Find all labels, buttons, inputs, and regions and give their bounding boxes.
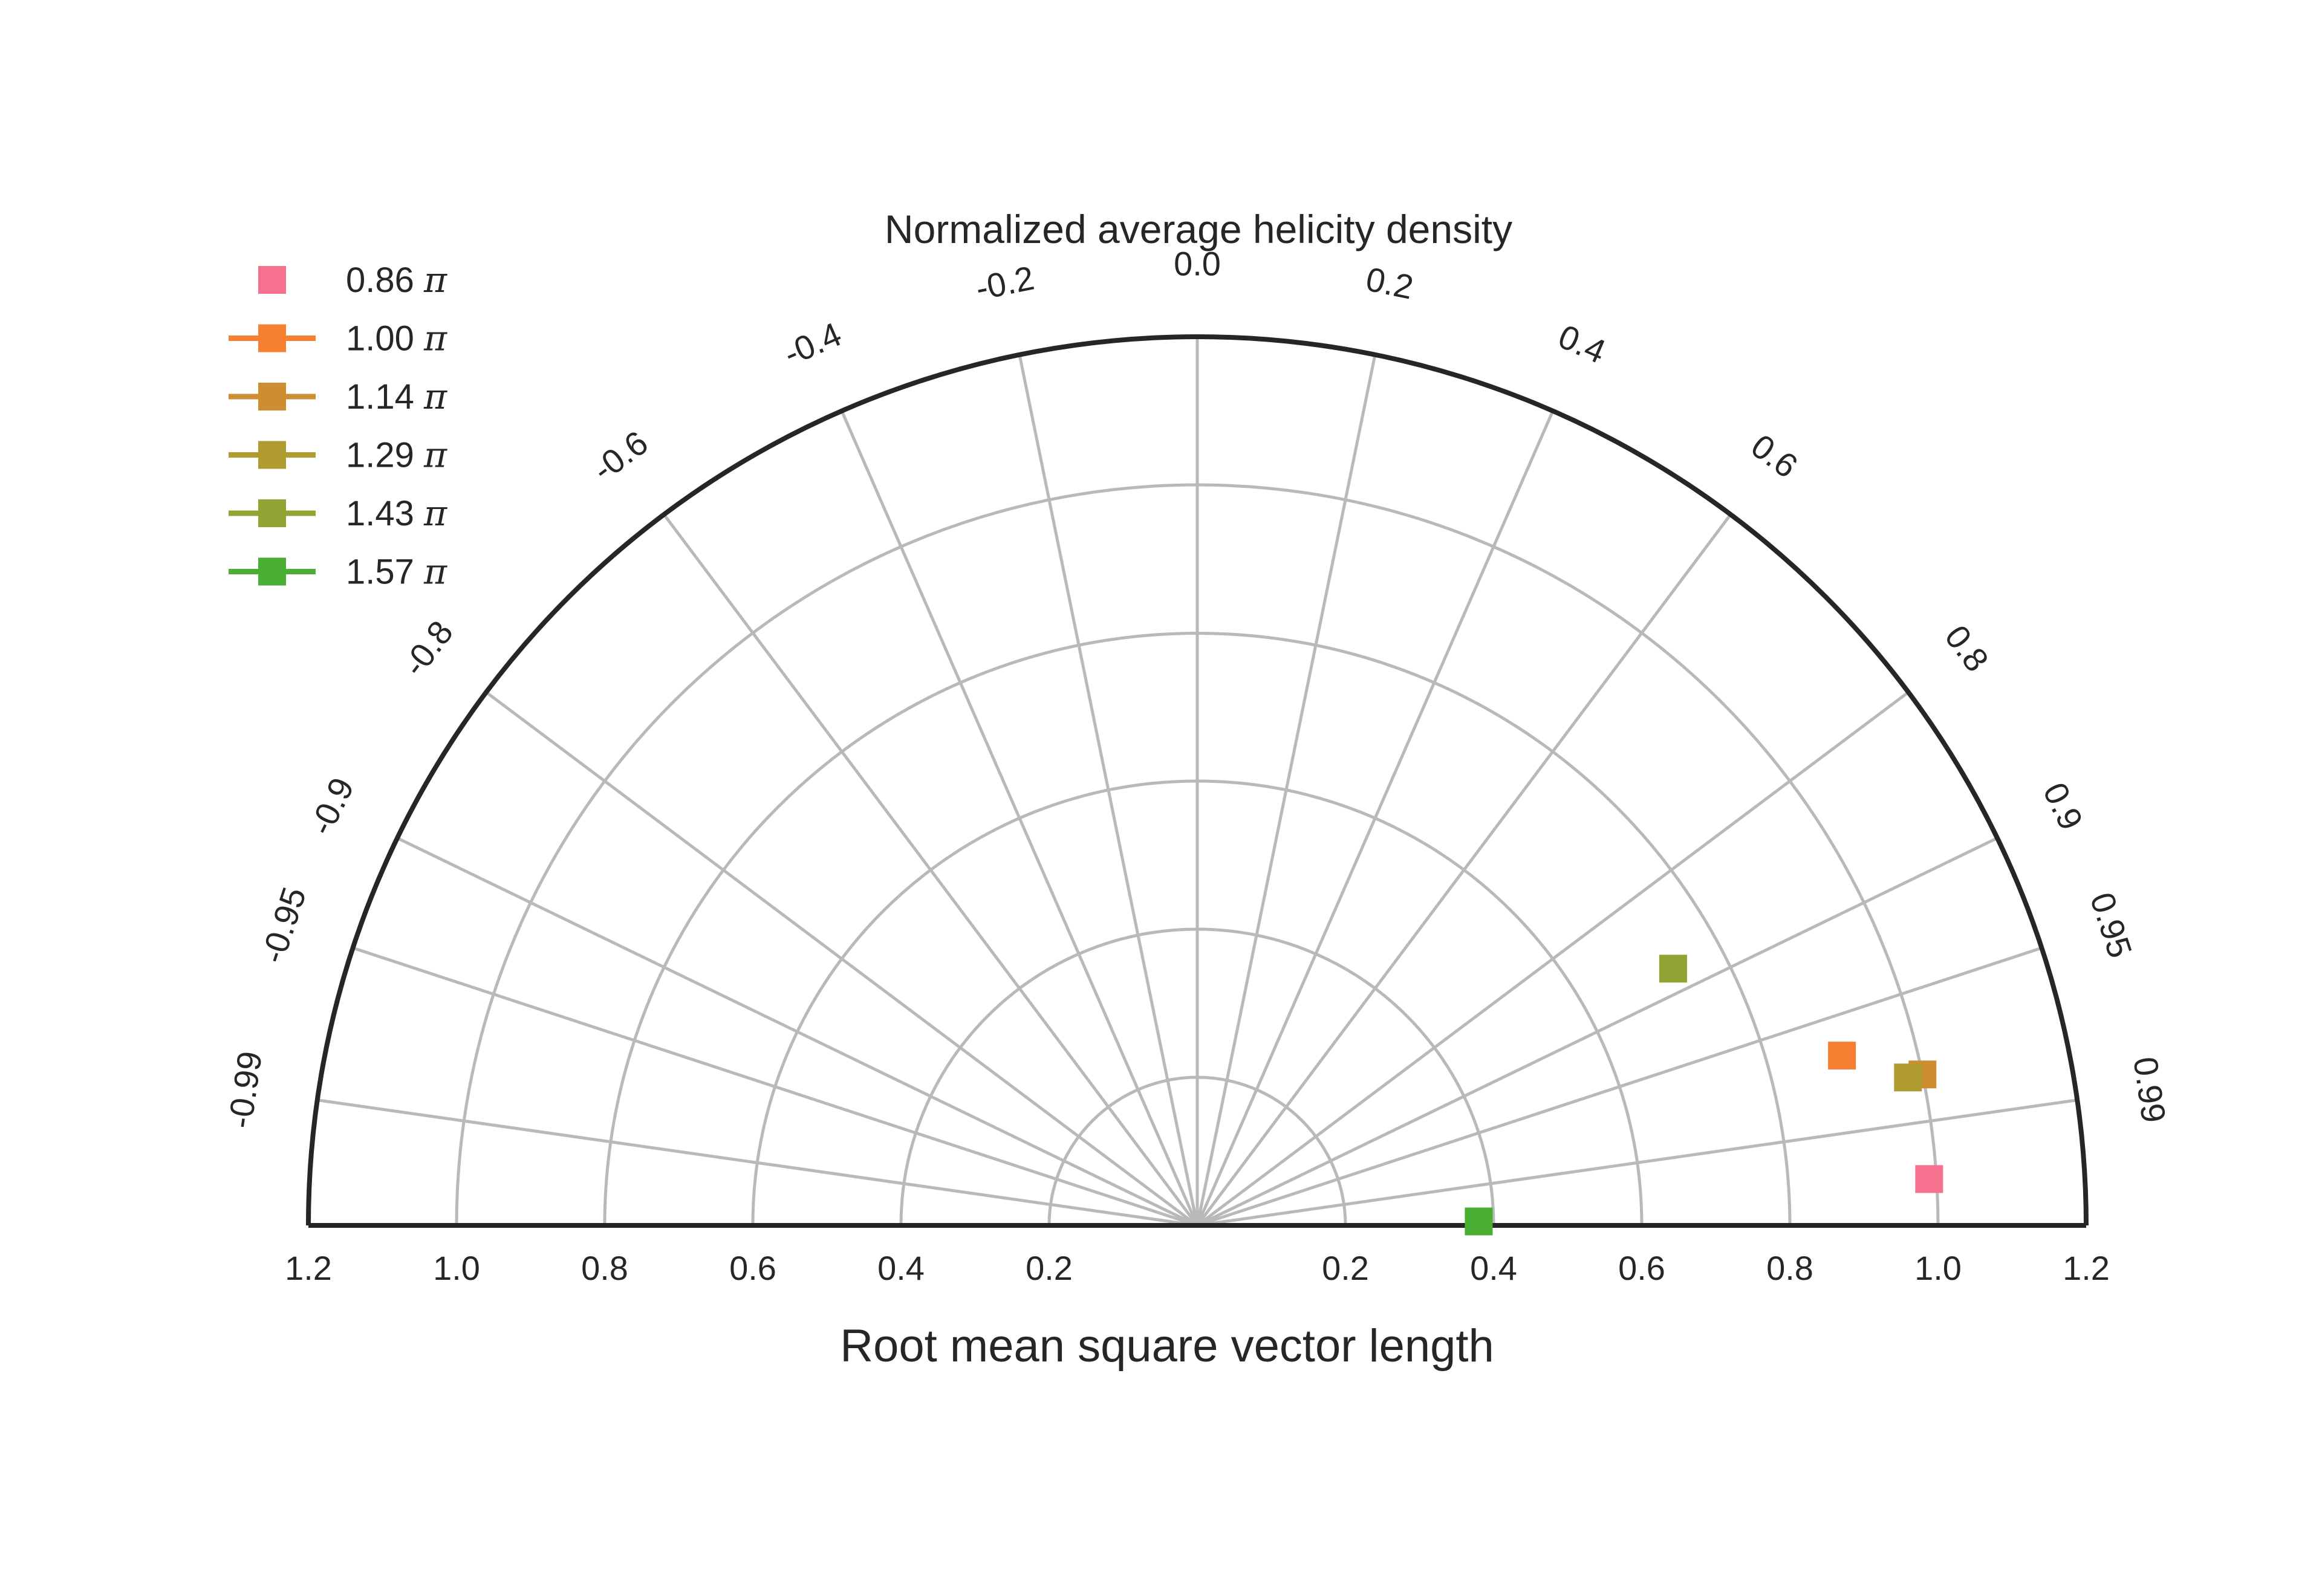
legend-label-pi: π — [423, 435, 447, 476]
angular-tick-label: -0.95 — [253, 883, 314, 968]
data-point — [1894, 1063, 1922, 1092]
angular-tick-label: 0.95 — [2083, 888, 2140, 962]
grid-spoke — [1195, 410, 1555, 1226]
legend-label-pi: π — [423, 376, 447, 417]
grid-spoke — [396, 836, 1198, 1227]
legend-label: 1.57 π — [346, 551, 447, 592]
outer-arc — [306, 334, 2089, 1226]
grid-spoke — [1196, 691, 1910, 1227]
legend-label-value: 1.14 — [346, 377, 424, 417]
angular-tick-label: 0.8 — [1937, 618, 1996, 678]
legend-marker — [258, 499, 286, 527]
radius-tick-label: 0.8 — [1766, 1249, 1813, 1287]
legend-label-value: 0.86 — [346, 261, 424, 300]
grid-spoke — [1196, 513, 1732, 1227]
radius-tick-label: 0.2 — [1026, 1249, 1073, 1287]
grid-spoke — [840, 410, 1199, 1226]
legend-marker — [258, 324, 286, 352]
grid-spoke — [317, 1098, 1198, 1227]
data-points — [1465, 955, 1943, 1236]
radius-tick-label: 1.2 — [285, 1249, 332, 1287]
data-point — [1915, 1165, 1943, 1193]
radius-tick-label: 1.0 — [1914, 1249, 1962, 1287]
legend-label: 1.00 π — [346, 318, 447, 359]
x-axis-label: Root mean square vector length — [840, 1320, 1494, 1372]
legend-label: 1.14 π — [346, 376, 447, 417]
legend-label-value: 1.29 — [346, 436, 424, 475]
grid-spoke — [663, 513, 1198, 1227]
legend-marker — [258, 266, 286, 294]
grid — [317, 337, 2078, 1227]
radius-tick-label: 1.0 — [433, 1249, 480, 1287]
angular-tick-label: -0.6 — [585, 423, 655, 488]
grid-spoke — [352, 946, 1198, 1227]
legend-label-value: 1.00 — [346, 319, 424, 358]
legend-label-value: 1.43 — [346, 494, 424, 533]
legend-label-pi: π — [423, 318, 447, 359]
radius-tick-label: 0.6 — [1618, 1249, 1665, 1287]
angular-tick-label: 0.99 — [2126, 1054, 2173, 1125]
grid-spoke — [1196, 836, 1998, 1227]
angular-tick-label: -0.8 — [395, 614, 460, 683]
grid-spoke — [1197, 1098, 2078, 1227]
grid-spoke — [485, 691, 1198, 1227]
data-point — [1465, 1207, 1493, 1236]
axes — [306, 334, 2089, 1228]
grid-spoke — [1197, 946, 2043, 1227]
legend-label: 1.43 π — [346, 493, 447, 534]
chart-title: Normalized average helicity density — [885, 207, 1512, 251]
data-point — [1659, 955, 1687, 983]
radius-tick-label: 0.6 — [729, 1249, 776, 1287]
angular-tick-label: 0.6 — [1745, 427, 1805, 485]
radius-tick-label: 0.4 — [1470, 1249, 1517, 1287]
data-point — [1828, 1042, 1856, 1070]
legend-label-pi: π — [423, 259, 447, 300]
radius-tick-label: 1.2 — [2063, 1249, 2110, 1287]
legend-label-pi: π — [423, 551, 447, 592]
legend: 0.86 π1.00 π1.14 π1.29 π1.43 π1.57 π — [229, 259, 447, 592]
angular-tick-label: -0.2 — [972, 259, 1037, 308]
radius-tick-label: 0.8 — [581, 1249, 628, 1287]
legend-label: 0.86 π — [346, 259, 447, 300]
grid-spoke — [1195, 354, 1377, 1226]
legend-marker — [258, 383, 286, 410]
angular-tick-label: 0.2 — [1363, 259, 1417, 306]
legend-label-pi: π — [423, 493, 447, 534]
angular-tick-label: 0.4 — [1553, 317, 1611, 371]
angular-tick-label: -0.99 — [221, 1049, 269, 1130]
radius-tick-label: 0.4 — [877, 1249, 925, 1287]
grid-spoke — [1018, 354, 1199, 1226]
legend-label-value: 1.57 — [346, 553, 424, 592]
legend-marker — [258, 557, 286, 586]
radius-tick-label: 0.2 — [1322, 1249, 1369, 1287]
angular-tick-label: -0.4 — [778, 315, 847, 373]
legend-marker — [258, 441, 286, 469]
angular-tick-label: 0.9 — [2036, 777, 2091, 836]
legend-label: 1.29 π — [346, 435, 447, 476]
angular-tick-label: -0.9 — [302, 771, 362, 840]
angular-tick-label: 0.0 — [1174, 244, 1221, 282]
